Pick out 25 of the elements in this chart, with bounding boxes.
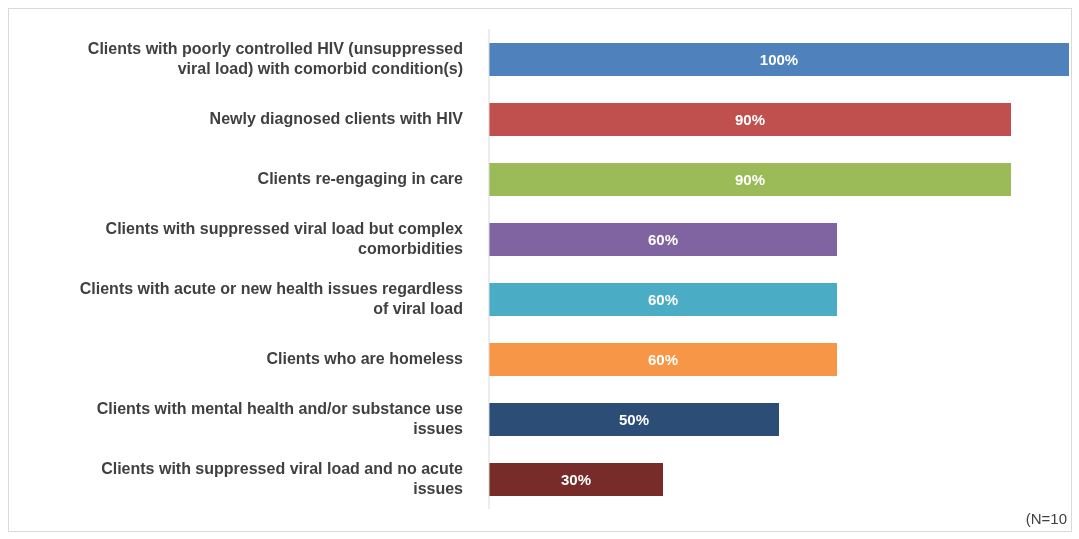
y-tick-label: Clients with acute or new health issues regardless of viral load <box>79 280 464 317</box>
y-tick-label: Clients with poorly controlled HIV (unsuppressed viral load) with comorbid condition(s) <box>87 40 463 77</box>
data-label: 60% <box>647 230 679 248</box>
y-tick-label: Clients with suppressed viral load but complex comorbidities <box>105 220 464 257</box>
bar <box>489 403 779 436</box>
data-label: 60% <box>647 350 679 368</box>
bar <box>489 43 1069 76</box>
y-tick-label: Clients with suppressed viral load and no acute issues <box>101 460 464 497</box>
bar <box>489 283 837 316</box>
data-label: 100% <box>759 50 799 68</box>
bar <box>489 163 1011 196</box>
bar <box>489 343 837 376</box>
bar <box>489 463 663 496</box>
y-tick-label: Clients who are homeless <box>266 350 464 367</box>
data-label: 90% <box>734 170 766 188</box>
bar <box>489 223 837 256</box>
y-tick-label: Clients with mental health and/or substance use issues <box>96 400 464 437</box>
annotation: (N=10 <box>1025 510 1067 527</box>
data-label: 50% <box>618 410 650 428</box>
data-label: 90% <box>734 110 766 128</box>
bar <box>489 103 1011 136</box>
y-tick-label: Clients re-engaging in care <box>257 170 464 187</box>
y-tick-label: Newly diagnosed clients with HIV <box>209 110 464 127</box>
data-label: 30% <box>560 470 592 488</box>
data-label: 60% <box>647 290 679 308</box>
